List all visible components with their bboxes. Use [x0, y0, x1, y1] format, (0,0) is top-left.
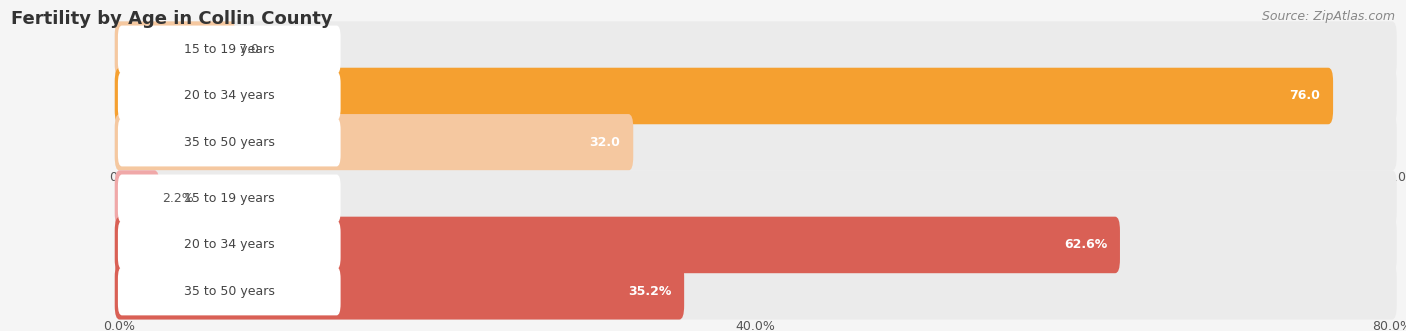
Text: 2.2%: 2.2% [163, 192, 194, 205]
Text: 7.0: 7.0 [239, 43, 259, 56]
FancyBboxPatch shape [115, 263, 1396, 319]
Text: 20 to 34 years: 20 to 34 years [184, 238, 274, 252]
FancyBboxPatch shape [115, 170, 159, 227]
Text: 35 to 50 years: 35 to 50 years [184, 285, 274, 298]
FancyBboxPatch shape [118, 72, 340, 120]
FancyBboxPatch shape [115, 217, 1121, 273]
FancyBboxPatch shape [115, 22, 1396, 78]
FancyBboxPatch shape [118, 118, 340, 166]
FancyBboxPatch shape [115, 68, 1396, 124]
Text: 15 to 19 years: 15 to 19 years [184, 192, 274, 205]
Text: 15 to 19 years: 15 to 19 years [184, 43, 274, 56]
FancyBboxPatch shape [115, 68, 1333, 124]
FancyBboxPatch shape [118, 221, 340, 269]
Text: 35.2%: 35.2% [628, 285, 672, 298]
FancyBboxPatch shape [115, 217, 1396, 273]
FancyBboxPatch shape [118, 25, 340, 74]
FancyBboxPatch shape [115, 114, 1396, 170]
Text: Fertility by Age in Collin County: Fertility by Age in Collin County [11, 10, 333, 28]
FancyBboxPatch shape [115, 263, 685, 319]
Text: 62.6%: 62.6% [1064, 238, 1108, 252]
Text: 35 to 50 years: 35 to 50 years [184, 136, 274, 149]
FancyBboxPatch shape [115, 114, 633, 170]
Text: 20 to 34 years: 20 to 34 years [184, 89, 274, 103]
Text: 76.0: 76.0 [1289, 89, 1320, 103]
Text: Source: ZipAtlas.com: Source: ZipAtlas.com [1261, 10, 1395, 23]
FancyBboxPatch shape [115, 22, 236, 78]
FancyBboxPatch shape [115, 170, 1396, 227]
FancyBboxPatch shape [118, 267, 340, 315]
Text: 32.0: 32.0 [589, 136, 620, 149]
FancyBboxPatch shape [118, 174, 340, 223]
